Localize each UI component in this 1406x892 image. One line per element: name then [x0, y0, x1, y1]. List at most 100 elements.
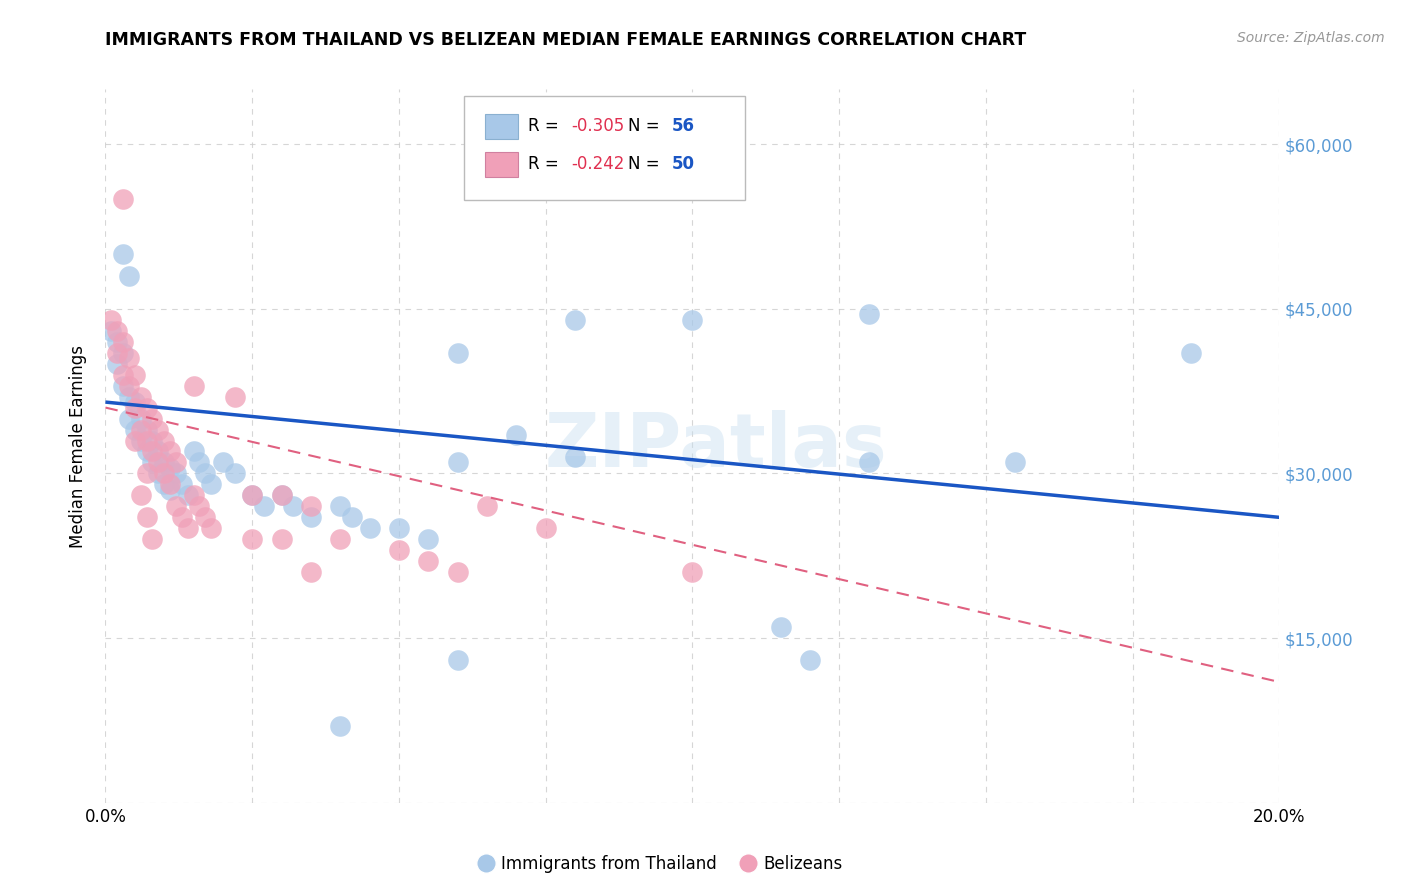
- Point: [124, 434, 146, 448]
- Point: [153, 477, 176, 491]
- Point: [329, 533, 352, 547]
- Point: [141, 411, 163, 425]
- Point: [1004, 455, 1026, 469]
- Point: [148, 423, 170, 437]
- Point: [148, 455, 170, 469]
- Point: [183, 378, 205, 392]
- Point: [129, 423, 152, 437]
- Point: [170, 510, 193, 524]
- Point: [418, 554, 440, 568]
- Point: [388, 543, 411, 558]
- Point: [176, 488, 198, 502]
- Point: [505, 428, 527, 442]
- Point: [141, 533, 163, 547]
- Point: [799, 653, 821, 667]
- Point: [253, 500, 276, 514]
- Point: [148, 467, 170, 481]
- Y-axis label: Median Female Earnings: Median Female Earnings: [69, 344, 87, 548]
- Point: [183, 488, 205, 502]
- Point: [135, 510, 157, 524]
- Point: [129, 434, 152, 448]
- Text: Source: ZipAtlas.com: Source: ZipAtlas.com: [1237, 31, 1385, 45]
- Point: [118, 378, 141, 392]
- Point: [170, 477, 193, 491]
- Text: 50: 50: [671, 155, 695, 173]
- Point: [100, 312, 122, 326]
- Point: [183, 444, 205, 458]
- FancyBboxPatch shape: [485, 152, 517, 177]
- Point: [135, 467, 157, 481]
- FancyBboxPatch shape: [485, 114, 517, 139]
- Text: 56: 56: [671, 118, 695, 136]
- Point: [153, 434, 176, 448]
- Point: [124, 423, 146, 437]
- Point: [418, 533, 440, 547]
- Point: [564, 312, 586, 326]
- Point: [475, 500, 498, 514]
- FancyBboxPatch shape: [464, 96, 745, 200]
- Point: [112, 247, 135, 261]
- Point: [240, 488, 263, 502]
- Point: [858, 455, 880, 469]
- Text: N =: N =: [628, 155, 665, 173]
- Point: [112, 345, 135, 359]
- Point: [224, 467, 246, 481]
- Point: [153, 467, 176, 481]
- Point: [105, 345, 128, 359]
- Point: [446, 345, 468, 359]
- Point: [270, 488, 292, 502]
- Point: [329, 500, 352, 514]
- Point: [446, 653, 468, 667]
- Text: -0.242: -0.242: [571, 155, 624, 173]
- Point: [359, 521, 381, 535]
- Point: [118, 268, 141, 283]
- Point: [858, 307, 880, 321]
- Point: [153, 455, 176, 469]
- Point: [329, 719, 352, 733]
- Text: -0.305: -0.305: [571, 118, 624, 136]
- Point: [682, 566, 704, 580]
- Point: [299, 500, 322, 514]
- Point: [194, 467, 217, 481]
- Point: [176, 521, 198, 535]
- Point: [165, 467, 187, 481]
- Point: [194, 510, 217, 524]
- Point: [240, 533, 263, 547]
- Point: [135, 444, 157, 458]
- Point: [129, 390, 152, 404]
- Point: [446, 566, 468, 580]
- Point: [769, 620, 792, 634]
- Point: [141, 434, 163, 448]
- Point: [124, 401, 146, 415]
- Point: [188, 455, 211, 469]
- Point: [129, 488, 152, 502]
- Point: [159, 477, 181, 491]
- Point: [148, 444, 170, 458]
- Point: [159, 483, 181, 497]
- Point: [124, 395, 146, 409]
- Legend: Immigrants from Thailand, Belizeans: Immigrants from Thailand, Belizeans: [472, 848, 849, 880]
- Point: [446, 455, 468, 469]
- Text: N =: N =: [628, 118, 665, 136]
- Point: [100, 324, 122, 338]
- Point: [224, 390, 246, 404]
- Text: ZIPatlas: ZIPatlas: [544, 409, 887, 483]
- Point: [200, 521, 222, 535]
- Point: [141, 455, 163, 469]
- Point: [118, 390, 141, 404]
- Point: [112, 334, 135, 349]
- Point: [270, 488, 292, 502]
- Point: [211, 455, 233, 469]
- Point: [159, 444, 181, 458]
- Point: [112, 192, 135, 206]
- Point: [105, 324, 128, 338]
- Point: [124, 368, 146, 382]
- Point: [299, 566, 322, 580]
- Point: [200, 477, 222, 491]
- Text: R =: R =: [529, 118, 564, 136]
- Point: [135, 434, 157, 448]
- Point: [682, 312, 704, 326]
- Point: [165, 455, 187, 469]
- Point: [340, 510, 363, 524]
- Point: [159, 461, 181, 475]
